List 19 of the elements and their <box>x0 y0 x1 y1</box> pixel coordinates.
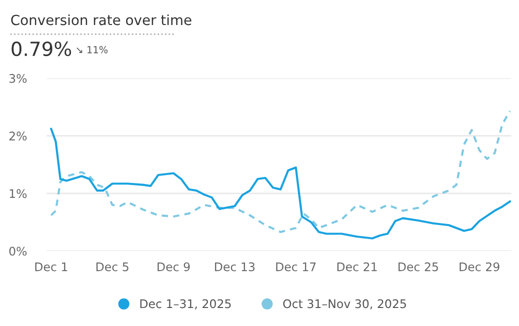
legend-label: Oct 31–Nov 30, 2025 <box>283 299 406 310</box>
y-tick-label: 1% <box>10 189 27 198</box>
line-series <box>50 128 511 240</box>
y-tick-label: 0% <box>9 246 27 256</box>
x-tick-label: Dec 29 <box>460 262 500 272</box>
x-tick-label: Dec 1 <box>35 262 68 272</box>
text: 0.79% <box>12 41 72 56</box>
line-series <box>50 110 511 234</box>
legend-label: Dec 1–31, 2025 <box>140 299 231 310</box>
text: ↘ 11% <box>76 46 108 54</box>
y-tick-label: 3% <box>9 74 27 83</box>
y-tick-label: 2% <box>9 132 27 140</box>
x-tick-label: Dec 21 <box>337 262 377 272</box>
x-tick-label: Dec 13 <box>215 262 255 272</box>
x-tick-label: Dec 9 <box>158 262 190 272</box>
x-tick-label: Dec 5 <box>96 262 128 272</box>
x-tick-label: Dec 17 <box>276 262 316 272</box>
x-tick-label: Dec 25 <box>398 262 438 272</box>
chart-title: Conversion rate over time <box>11 14 192 26</box>
